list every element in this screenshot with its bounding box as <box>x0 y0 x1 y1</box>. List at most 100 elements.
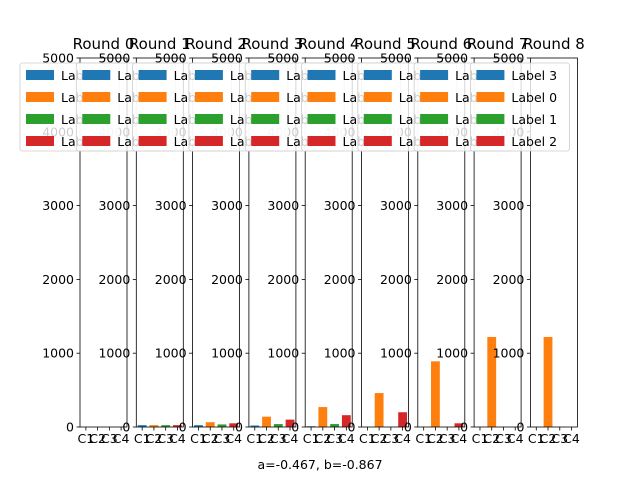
x-tick-label: C2 <box>371 431 388 446</box>
legend-label: Label 3 <box>511 68 557 83</box>
legend-label: Label 2 <box>511 134 557 149</box>
x-tick-label: C2 <box>540 431 557 446</box>
y-tick-label: 0 <box>404 420 412 435</box>
x-tick-label: C1 <box>78 431 95 446</box>
legend-swatch <box>82 70 111 80</box>
y-tick-label: 0 <box>516 420 524 435</box>
bar-c2-4 <box>318 407 328 427</box>
legend-swatch <box>82 136 111 146</box>
panel-title: Round 8 <box>523 35 585 53</box>
x-tick-label: C4 <box>282 431 299 446</box>
panel-title: Round 7 <box>467 35 529 53</box>
bar-c3-2 <box>217 424 227 427</box>
x-tick-label: C4 <box>451 431 468 446</box>
y-tick-label: 0 <box>291 420 299 435</box>
bar-c2-6 <box>431 361 440 427</box>
y-tick-label: 5000 <box>324 51 356 66</box>
panel-title: Round 0 <box>73 35 135 53</box>
x-tick-label: C1 <box>415 431 432 446</box>
x-tick-label: C4 <box>507 431 524 446</box>
legend-swatch <box>26 114 54 124</box>
y-tick-label: 1000 <box>493 346 525 361</box>
y-tick-label: 5000 <box>380 51 412 66</box>
panel-title: Round 5 <box>354 35 416 53</box>
legend-swatch <box>194 92 223 102</box>
x-tick-label: C1 <box>303 431 320 446</box>
legend-label: Label 1 <box>511 112 557 127</box>
y-tick-label: 5000 <box>493 51 525 66</box>
bar-c1-3 <box>250 425 260 427</box>
y-tick-label: 0 <box>122 420 130 435</box>
axes-frame <box>248 57 297 428</box>
legend-swatch <box>194 70 223 80</box>
x-tick-label: C3 <box>326 431 343 446</box>
x-tick-label: C4 <box>338 431 355 446</box>
y-tick-label: 3000 <box>155 198 187 213</box>
y-tick-label: 5000 <box>211 51 243 66</box>
y-tick-label: 0 <box>460 420 468 435</box>
x-tick-label: C1 <box>246 431 263 446</box>
x-tick-label: C3 <box>495 431 512 446</box>
legend-swatch <box>476 114 505 124</box>
legend-swatch <box>194 114 223 124</box>
legend-swatch <box>363 70 392 80</box>
legend-swatch <box>251 70 280 80</box>
y-tick-label: 1000 <box>211 346 243 361</box>
x-tick-label: C3 <box>157 431 174 446</box>
bar-c4-4 <box>341 415 351 427</box>
x-tick-label: C3 <box>270 431 287 446</box>
y-tick-label: 2000 <box>155 272 187 287</box>
legend-swatch <box>138 136 167 146</box>
legend-swatch <box>307 70 336 80</box>
bar-c4-6 <box>454 423 464 427</box>
panel-title: Round 1 <box>129 35 191 53</box>
y-tick-label: 3000 <box>211 198 243 213</box>
bar-c1-1 <box>137 425 147 427</box>
legend-swatch <box>138 70 167 80</box>
y-tick-label: 0 <box>179 420 187 435</box>
legend-swatch <box>82 92 111 102</box>
x-tick-label: C3 <box>551 431 568 446</box>
y-tick-label: 3000 <box>267 198 299 213</box>
legend-swatch <box>307 92 336 102</box>
x-tick-label: C1 <box>134 431 151 446</box>
legends-layer: Label 3 Label 0 Label 1 Label 2Label 3 Label… <box>19 62 570 152</box>
bar-c2-3 <box>262 416 271 427</box>
y-tick-label: 0 <box>348 420 356 435</box>
legend-swatch <box>307 114 336 124</box>
y-tick-label: 1000 <box>42 346 74 361</box>
bar-c1-2 <box>194 425 203 427</box>
legend-swatch <box>138 92 167 102</box>
legend-swatch <box>476 92 505 102</box>
x-tick-label: C4 <box>113 431 130 446</box>
x-tick-label: C4 <box>394 431 411 446</box>
x-tick-label: C2 <box>483 431 500 446</box>
x-tick-label: C1 <box>359 431 376 446</box>
legend-swatch <box>251 92 280 102</box>
bar-c3-3 <box>273 424 283 427</box>
y-tick-label: 1000 <box>324 346 356 361</box>
axes-frame <box>192 57 241 428</box>
x-tick-label: C4 <box>169 431 186 446</box>
panel-title: Round 6 <box>410 35 472 53</box>
bar-c4-3 <box>285 419 295 427</box>
axes-frame <box>473 57 522 428</box>
y-tick-label: 1000 <box>98 346 130 361</box>
x-tick-label: C1 <box>528 431 545 446</box>
y-tick-label: 5000 <box>98 51 130 66</box>
y-tick-label: 0 <box>66 420 74 435</box>
legend-swatch <box>420 136 449 146</box>
x-tick-label: C2 <box>258 431 275 446</box>
y-tick-label: 1000 <box>380 346 412 361</box>
legend-8: Label 3 Label 0 Label 1 Label 2 <box>469 62 570 152</box>
bar-c3-1 <box>161 425 171 427</box>
y-tick-label: 1000 <box>155 346 187 361</box>
panel-title: Round 3 <box>242 35 304 53</box>
bar-c4-2 <box>229 423 239 427</box>
legend-box <box>469 62 570 152</box>
y-tick-label: 5000 <box>436 51 468 66</box>
legend-swatch <box>420 70 449 80</box>
y-tick-label: 2000 <box>98 272 130 287</box>
y-tick-label: 5000 <box>267 51 299 66</box>
